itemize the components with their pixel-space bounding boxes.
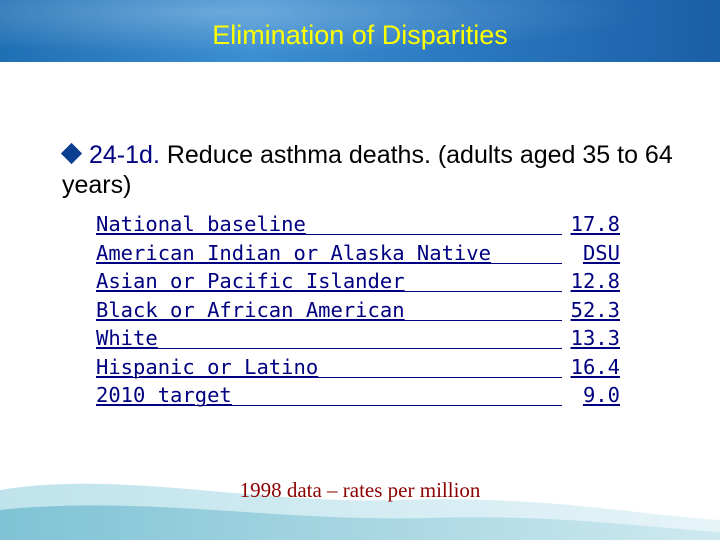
disparities-table: National baseline 17.8 American Indian o…	[96, 210, 620, 410]
table-row: Asian or Pacific Islander 12.8	[96, 267, 620, 296]
row-label: American Indian or Alaska Native	[96, 239, 562, 265]
table-row: 2010 target 9.0	[96, 381, 620, 410]
table-row: Hispanic or Latino 16.4	[96, 353, 620, 382]
row-label: 2010 target	[96, 381, 562, 407]
decorative-wave	[0, 483, 720, 540]
row-value: DSU	[582, 240, 620, 265]
title-bar: Elimination of Disparities	[0, 0, 720, 62]
table-row: American Indian or Alaska Native DSU	[96, 239, 620, 268]
diamond-bullet-icon	[60, 142, 83, 165]
row-label: Asian or Pacific Islander	[96, 267, 562, 293]
slide-title: Elimination of Disparities	[212, 20, 508, 50]
row-value: 52.3	[570, 297, 620, 322]
table-row: National baseline 17.8	[96, 210, 620, 239]
row-label: National baseline	[96, 210, 562, 236]
objective-bullet: 24-1d. Reduce asthma deaths. (adults age…	[60, 140, 682, 200]
row-value: 9.0	[582, 383, 620, 407]
row-value: 13.3	[570, 326, 620, 350]
table-row: White 13.3	[96, 324, 620, 353]
row-value: 12.8	[570, 269, 620, 293]
row-value: 16.4	[570, 354, 620, 379]
row-value: 17.8	[570, 212, 620, 236]
footnote: 1998 data – rates per million	[239, 478, 481, 502]
objective-code: 24-1d.	[89, 141, 160, 169]
objective-text: Reduce asthma deaths. (adults aged 35 to…	[62, 141, 673, 199]
title-bar-glow	[0, 0, 720, 62]
table-row: Black or African American 52.3	[96, 296, 620, 325]
row-label: Hispanic or Latino	[96, 353, 562, 379]
row-label: Black or African American	[96, 296, 562, 322]
row-label: White	[96, 324, 562, 350]
